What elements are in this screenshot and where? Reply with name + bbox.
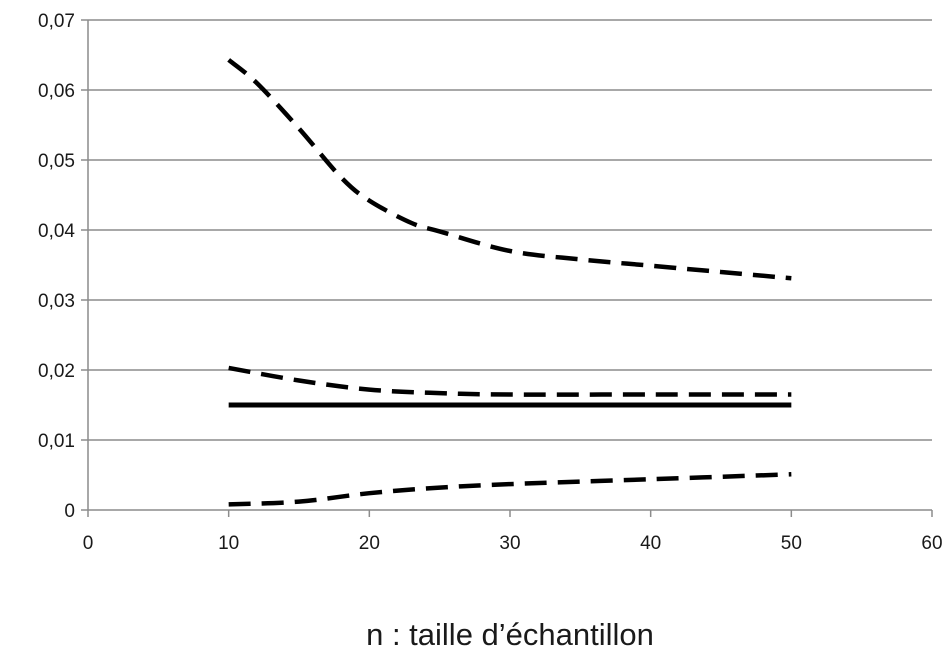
series-line-4 xyxy=(228,472,792,507)
y-tick-label: 0,04 xyxy=(38,221,75,242)
x-axis-title: n : taille d’échantillon xyxy=(366,617,654,652)
y-tick-labels: 0 0,01 0,02 0,03 0,04 0,05 0,06 0,07 xyxy=(38,11,75,522)
x-tick-label: 20 xyxy=(359,533,380,554)
series-lines xyxy=(227,58,792,507)
y-tick-label: 0,06 xyxy=(38,81,75,102)
y-tick-label: 0 xyxy=(64,501,75,522)
x-tick-label: 40 xyxy=(640,533,661,554)
y-tick-label: 0,05 xyxy=(38,151,75,172)
gridlines xyxy=(88,19,932,441)
x-tick-label: 10 xyxy=(218,533,239,554)
y-tick-label: 0,01 xyxy=(38,431,75,452)
x-tick-labels: 0 10 20 30 40 50 60 xyxy=(83,533,943,554)
x-tick-label: 50 xyxy=(781,533,802,554)
x-tick-label: 0 xyxy=(83,533,94,554)
series-line-1 xyxy=(227,58,792,281)
y-tick-label: 0,07 xyxy=(38,11,75,32)
series-line-2 xyxy=(228,365,792,397)
x-tick-label: 60 xyxy=(921,533,942,554)
y-tick-label: 0,02 xyxy=(38,361,75,382)
x-tick-label: 30 xyxy=(499,533,520,554)
y-tick-label: 0,03 xyxy=(38,291,75,312)
axes xyxy=(81,19,933,517)
